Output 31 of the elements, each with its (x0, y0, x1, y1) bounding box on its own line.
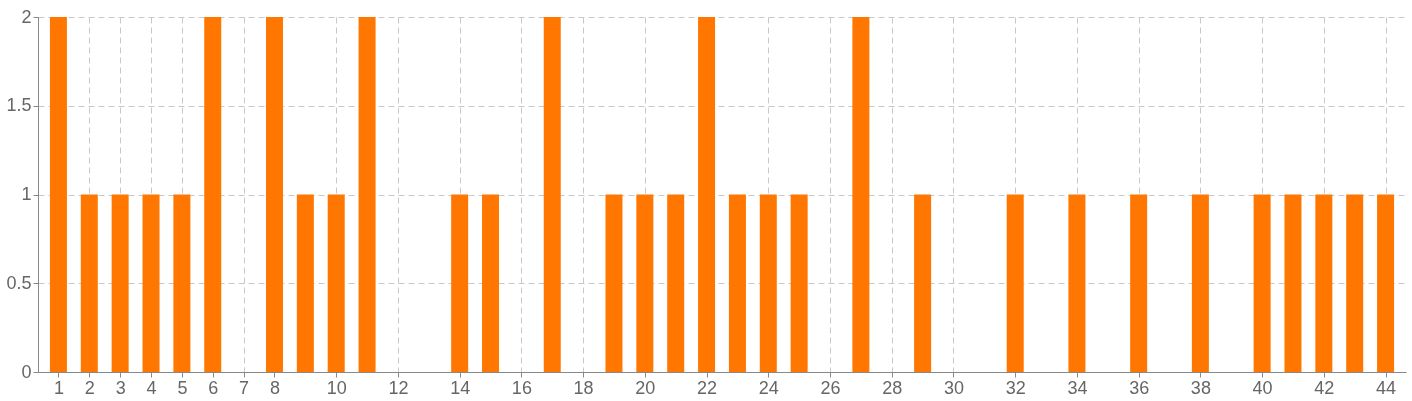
x-tick-label: 8 (269, 377, 280, 398)
x-tick-label: 7 (239, 377, 250, 398)
x-tick-label: 38 (1190, 377, 1211, 398)
x-tick-label: 16 (511, 377, 532, 398)
x-tick-label: 14 (450, 377, 471, 398)
x-tick-label: 5 (177, 377, 188, 398)
x-tick-label: 32 (1005, 377, 1026, 398)
x-tick-label: 40 (1252, 377, 1273, 398)
y-tick-label: 2 (21, 6, 32, 27)
x-tick-label: 36 (1129, 377, 1150, 398)
x-tick-label: 20 (635, 377, 656, 398)
x-tick-label: 3 (115, 377, 126, 398)
x-tick-label: 22 (697, 377, 718, 398)
x-tick-label: 18 (573, 377, 594, 398)
y-tick-label: 1 (21, 184, 32, 204)
x-tick-label: 6 (208, 377, 219, 398)
x-tick-label: 1 (53, 377, 64, 398)
y-tick-label: 0 (21, 361, 32, 382)
y-tick-label: 1.5 (6, 95, 32, 116)
x-tick-label: 44 (1376, 377, 1397, 398)
x-tick-label: 34 (1067, 377, 1088, 398)
x-tick-label: 28 (882, 377, 903, 398)
x-tick-label: 42 (1314, 377, 1335, 398)
x-tick-label: 24 (758, 377, 779, 398)
x-tick-label: 2 (84, 377, 95, 398)
x-tick-label: 10 (326, 377, 347, 398)
y-tick-label: 0.5 (6, 272, 32, 293)
x-tick-label: 26 (820, 377, 841, 398)
x-tick-label: 12 (388, 377, 409, 398)
x-tick-label: 4 (146, 377, 157, 398)
x-tick-label: 30 (943, 377, 964, 398)
